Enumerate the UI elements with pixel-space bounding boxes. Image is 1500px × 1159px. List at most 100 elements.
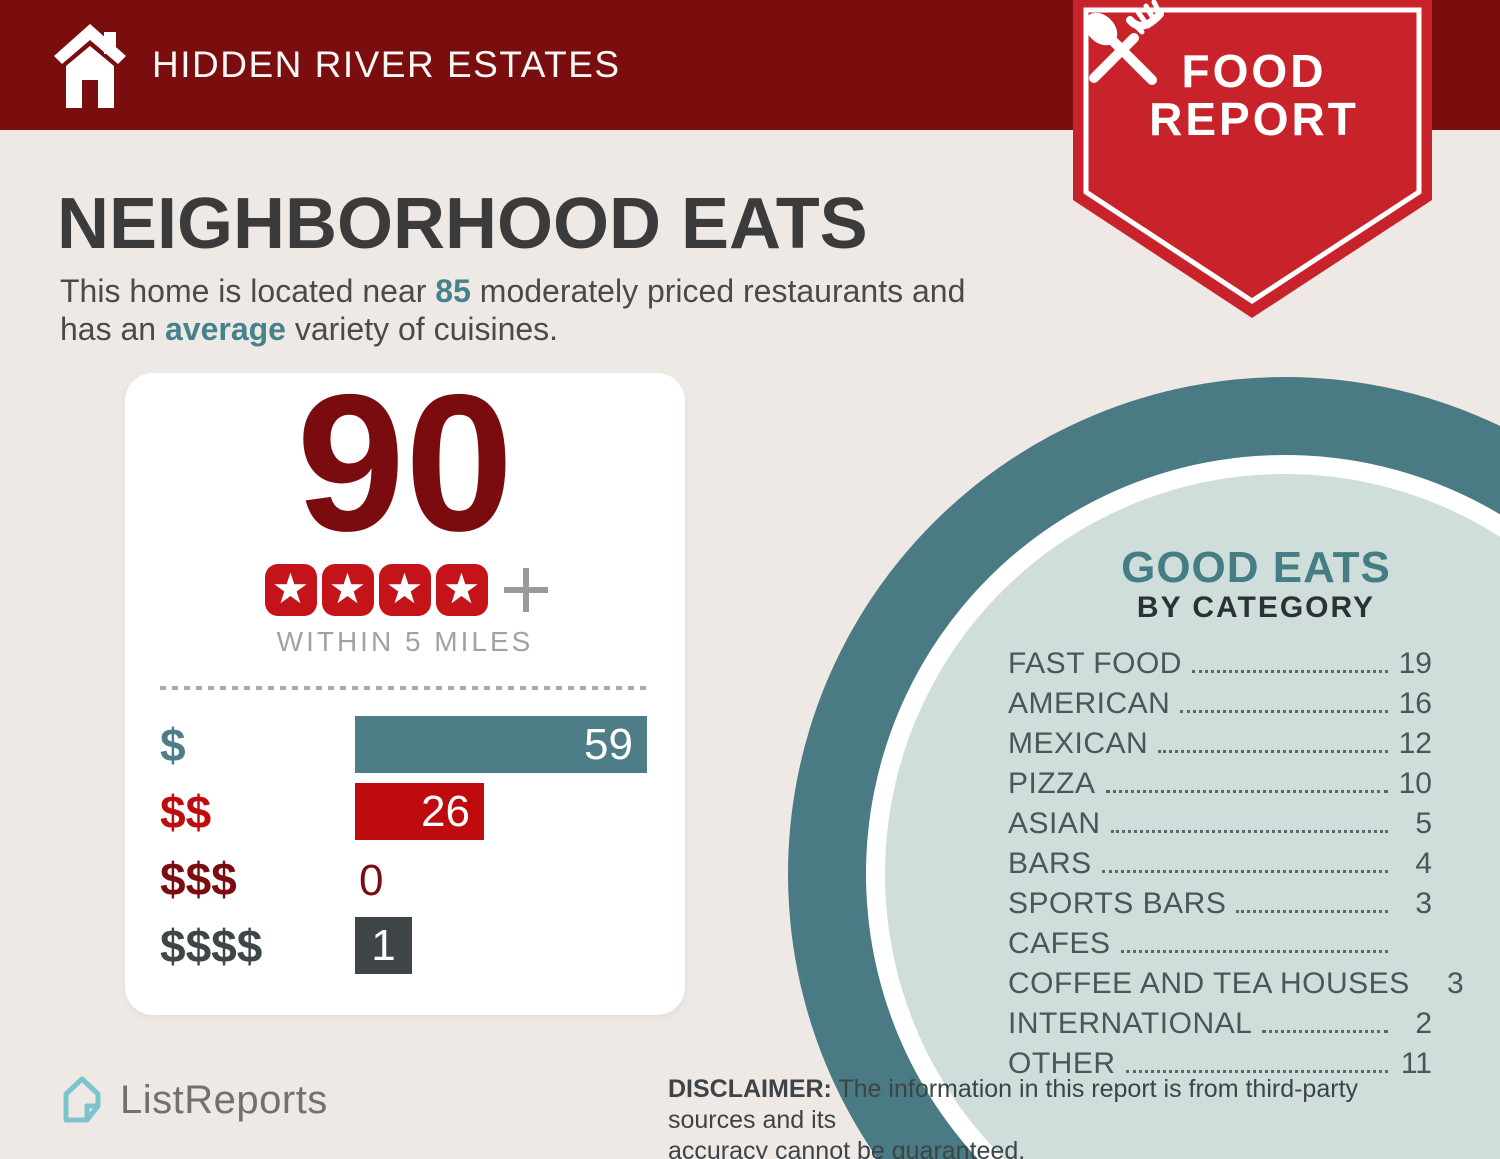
star-glyph: ★ bbox=[328, 565, 367, 612]
category-label: SPORTS BARS bbox=[1008, 887, 1227, 920]
restaurant-count: 85 bbox=[435, 273, 471, 309]
category-count: 3 bbox=[1447, 967, 1464, 1000]
disclaimer-line2: accuracy cannot be guaranteed. bbox=[668, 1137, 1026, 1159]
category-label: FAST FOOD bbox=[1008, 647, 1182, 680]
bar-value: 26 bbox=[421, 786, 470, 836]
good-eats-subtitle: BY CATEGORY bbox=[1136, 591, 1376, 624]
intro-line1-pre: This home is located near bbox=[60, 273, 436, 309]
intro-text: This home is located near 85 moderately … bbox=[60, 272, 965, 348]
category-count: 12 bbox=[1398, 727, 1432, 760]
category-row: ASIAN 5 bbox=[1008, 804, 1432, 844]
price-level-label: $$$ bbox=[160, 852, 237, 905]
dotted-leader bbox=[1101, 869, 1388, 873]
disclaimer: DISCLAIMER: The information in this repo… bbox=[668, 1074, 1448, 1159]
dotted-leader bbox=[1158, 749, 1388, 753]
category-row: MEXICAN 12 bbox=[1008, 724, 1432, 764]
category-count: 10 bbox=[1398, 767, 1432, 800]
category-label: OTHER bbox=[1008, 1047, 1116, 1080]
ribbon-title-line1: FOOD bbox=[1181, 45, 1327, 97]
dotted-leader bbox=[1262, 1029, 1388, 1033]
dashed-divider bbox=[160, 686, 650, 690]
category-label: COFFEE AND TEA HOUSES bbox=[1008, 967, 1410, 1000]
page-title: NEIGHBORHOOD EATS bbox=[57, 184, 868, 264]
category-row: COFFEE AND TEA HOUSES 3 bbox=[1008, 964, 1464, 1004]
category-row: OTHER 11 bbox=[1008, 1044, 1432, 1084]
category-label: AMERICAN bbox=[1008, 687, 1171, 720]
bar-value-zero: 0 bbox=[359, 856, 384, 905]
dotted-leader bbox=[1180, 709, 1388, 713]
category-row: FAST FOOD 19 bbox=[1008, 644, 1432, 684]
intro-line2-post: variety of cuisines. bbox=[285, 311, 559, 347]
star-icon: ★ bbox=[264, 564, 317, 616]
star-icon: ★ bbox=[321, 564, 374, 616]
star-icon: ★ bbox=[435, 564, 488, 616]
category-label: MEXICAN bbox=[1008, 727, 1149, 760]
intro-line1-post: moderately priced restaurants and bbox=[470, 273, 966, 309]
house-icon bbox=[54, 24, 126, 108]
category-row: CAFES bbox=[1008, 924, 1432, 964]
bar-fill: 1 bbox=[355, 917, 412, 974]
property-name: HIDDEN RIVER ESTATES bbox=[152, 44, 621, 85]
bar-area: 0 bbox=[355, 850, 650, 907]
dotted-leader bbox=[1110, 829, 1388, 833]
score-value: 90 bbox=[296, 354, 514, 572]
price-bar-chart: $59 $$ 26 $$$ 0 $$$$ 1 bbox=[160, 716, 650, 974]
dotted-leader bbox=[1191, 669, 1388, 673]
category-row: BARS 4 bbox=[1008, 844, 1432, 884]
category-row: AMERICAN 16 bbox=[1008, 684, 1432, 724]
listreports-wordmark: ListReports bbox=[120, 1077, 328, 1122]
category-label: PIZZA bbox=[1008, 767, 1096, 800]
listreports-icon bbox=[63, 1076, 101, 1123]
ribbon-shape bbox=[1073, 0, 1432, 318]
crossed-spoon-fork-icon bbox=[1084, 0, 1164, 85]
category-count: 2 bbox=[1415, 1007, 1432, 1040]
star-icon: ★ bbox=[378, 564, 431, 616]
bar-area: 59 bbox=[355, 716, 650, 773]
category-label: ASIAN bbox=[1008, 807, 1101, 840]
category-count: 5 bbox=[1415, 807, 1432, 840]
category-row: INTERNATIONAL 2 bbox=[1008, 1004, 1432, 1044]
star-glyph: ★ bbox=[385, 565, 424, 612]
dotted-leader bbox=[1125, 1069, 1388, 1073]
bar-area: 26 bbox=[355, 783, 650, 840]
disclaimer-label: DISCLAIMER: bbox=[668, 1075, 832, 1103]
bar-fill: 26 bbox=[355, 783, 484, 840]
star-glyph: ★ bbox=[271, 565, 310, 612]
price-bar-row: $$$$ 1 bbox=[160, 917, 650, 974]
category-label: BARS bbox=[1008, 847, 1092, 880]
category-label: INTERNATIONAL bbox=[1008, 1007, 1253, 1040]
price-level-label: $$ bbox=[160, 785, 212, 838]
disclaimer-line1: The information in this report is from t… bbox=[668, 1075, 1359, 1134]
ribbon-title-line2: REPORT bbox=[1149, 93, 1359, 145]
star-rating: ★ ★ ★ ★ bbox=[125, 563, 685, 617]
category-count: 4 bbox=[1415, 847, 1432, 880]
restaurant-score-card: 90 ★ ★ ★ ★ WITHIN 5 MILES $59 $$ 26 $$$ 0 $$$$ 1 bbox=[125, 363, 685, 1015]
category-count: 11 bbox=[1400, 1047, 1432, 1080]
dotted-leader bbox=[1120, 949, 1388, 953]
category-count: 3 bbox=[1415, 887, 1432, 920]
price-bar-row: $$$ 0 bbox=[160, 850, 650, 907]
variety-highlight: average bbox=[164, 311, 286, 347]
star-glyph: ★ bbox=[442, 565, 481, 612]
category-count: 16 bbox=[1398, 687, 1432, 720]
food-report-ribbon: FOOD REPORT bbox=[1068, 0, 1440, 332]
bar-area: 1 bbox=[355, 917, 650, 974]
radius-label: WITHIN 5 MILES bbox=[276, 626, 534, 657]
price-bar-row: $$ 26 bbox=[160, 783, 650, 840]
price-level-label: $ bbox=[160, 718, 186, 771]
good-eats-title: GOOD EATS bbox=[1121, 543, 1391, 592]
listreports-logo: ListReports bbox=[58, 1072, 328, 1128]
dotted-leader bbox=[1105, 789, 1388, 793]
dotted-leader bbox=[1236, 909, 1388, 913]
category-list: FAST FOOD 19 AMERICAN 16 MEXICAN 12 PIZZA 10 ASI… bbox=[1008, 644, 1464, 1084]
price-level-label: $$$$ bbox=[160, 919, 263, 972]
bar-value: 1 bbox=[371, 920, 396, 970]
intro-line2-pre: has an bbox=[60, 311, 165, 347]
plus-icon bbox=[504, 568, 548, 612]
bar-fill: 59 bbox=[355, 716, 647, 773]
price-bar-row: $59 bbox=[160, 716, 650, 773]
category-label: CAFES bbox=[1008, 927, 1111, 960]
category-row: SPORTS BARS 3 bbox=[1008, 884, 1432, 924]
category-row: PIZZA 10 bbox=[1008, 764, 1432, 804]
